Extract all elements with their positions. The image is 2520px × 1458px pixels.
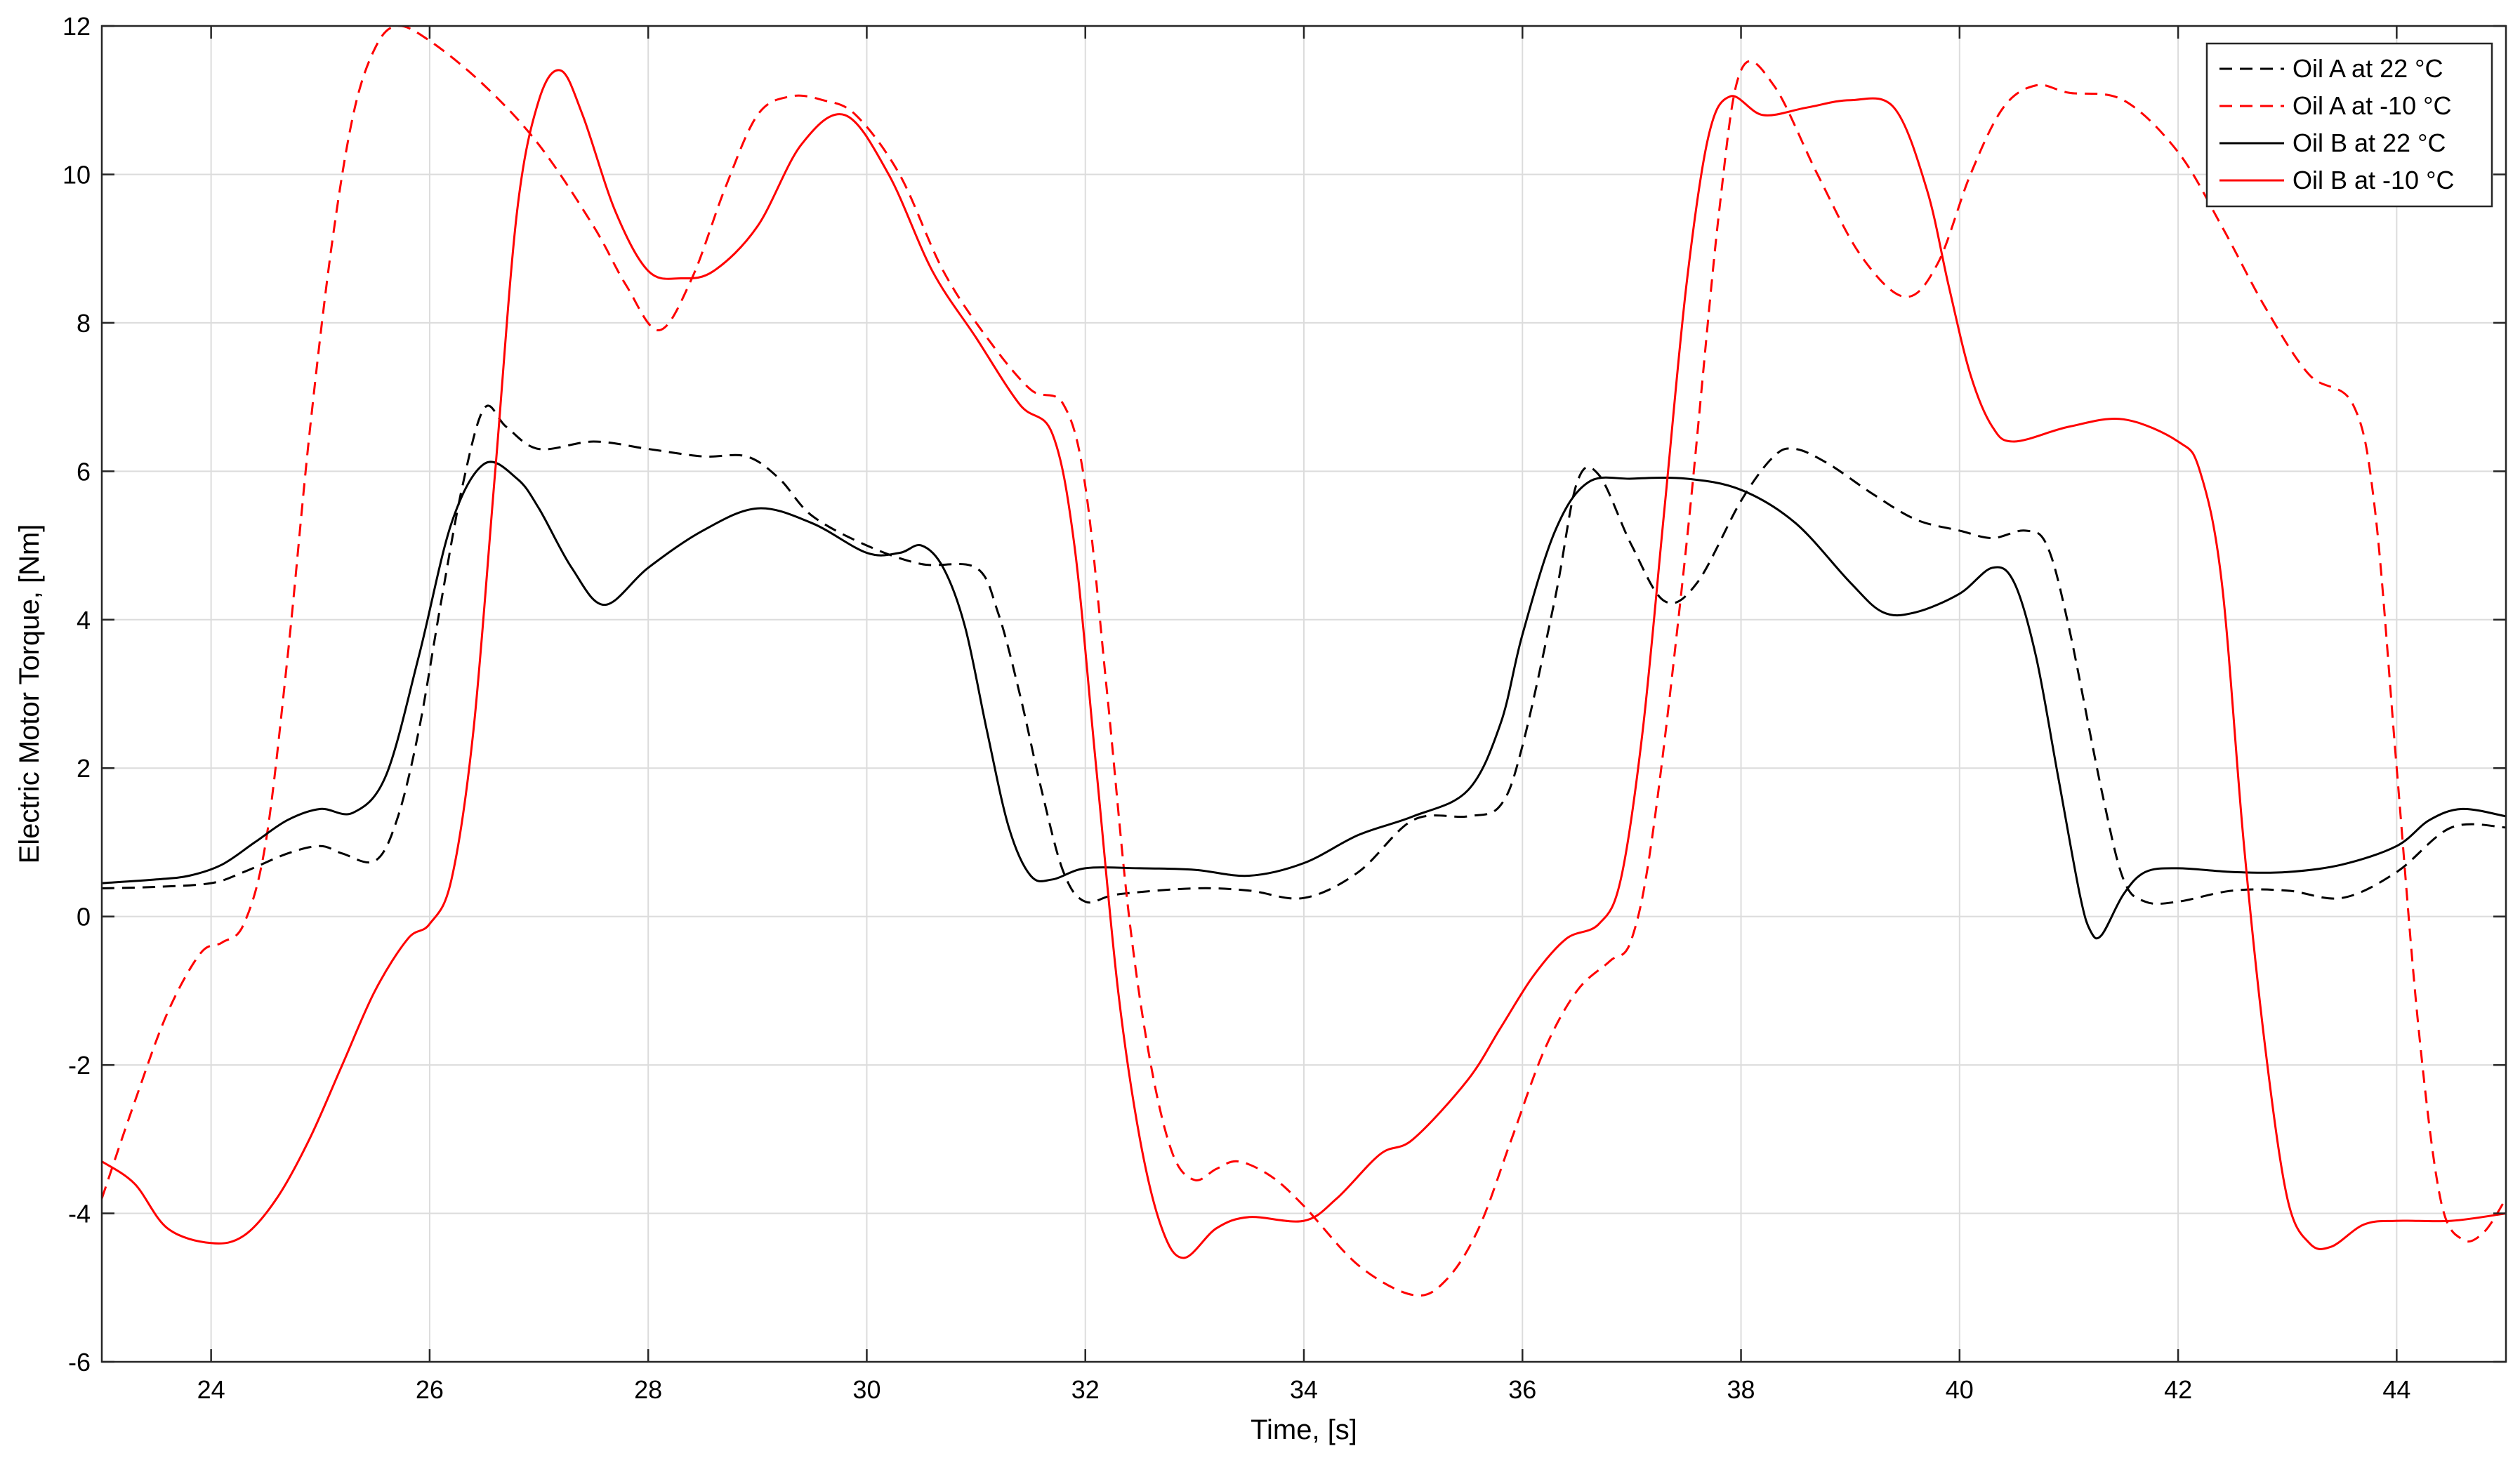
x-tick-label: 24	[197, 1375, 225, 1404]
y-tick-label: -4	[68, 1200, 91, 1228]
x-tick-label: 30	[852, 1375, 880, 1404]
series-line-oil-b-at-22-c	[102, 460, 2506, 940]
x-tick-label: 34	[1290, 1375, 1318, 1404]
x-axis-title: Time, [s]	[1251, 1414, 1357, 1445]
y-axis-title: Electric Motor Torque, [Nm]	[14, 524, 45, 864]
series-line-oil-b-at-10-c	[102, 69, 2506, 1259]
y-tick-label: 12	[62, 12, 91, 41]
y-tick-label: 0	[77, 903, 91, 932]
legend-box	[2205, 42, 2493, 208]
y-tick-label: -6	[68, 1348, 91, 1377]
y-tick-label: -2	[68, 1051, 91, 1080]
y-tick-label: 4	[77, 606, 91, 635]
plot-lines	[102, 26, 2506, 1297]
legend-entry: Oil A at 22 °C	[2293, 54, 2443, 83]
legend-entry: Oil B at -10 °C	[2293, 166, 2454, 194]
series-line-oil-a-at-10-c	[102, 26, 2506, 1297]
x-tick-label: 36	[1508, 1375, 1536, 1404]
x-tick-label: 32	[1071, 1375, 1100, 1404]
legend: Oil A at 22 °C Oil A at -10 °C Oil B at 22…	[2205, 42, 2493, 208]
legend-entry: Oil A at -10 °C	[2293, 91, 2452, 120]
x-tick-label: 42	[2164, 1375, 2192, 1404]
x-tick-label: 28	[634, 1375, 662, 1404]
x-tick-label: 44	[2382, 1375, 2410, 1404]
y-tick-labels: -6 -4 -2 0 2 4 6 8 10 12	[62, 12, 91, 1377]
y-tick-label: 6	[77, 457, 91, 486]
series-line-oil-a-at-22-c	[102, 404, 2506, 906]
y-tick-label: 2	[77, 754, 91, 783]
x-tick-label: 26	[416, 1375, 444, 1404]
y-tick-label: 10	[62, 160, 91, 189]
tick-marks	[102, 25, 2506, 1363]
x-tick-label: 40	[1946, 1375, 1974, 1404]
x-tick-labels: 24 26 28 30 32 34 36 38 40 42 44	[197, 1375, 2411, 1404]
y-tick-label: 8	[77, 309, 91, 338]
x-tick-label: 38	[1727, 1375, 1755, 1404]
legend-entry: Oil B at 22 °C	[2293, 128, 2446, 157]
